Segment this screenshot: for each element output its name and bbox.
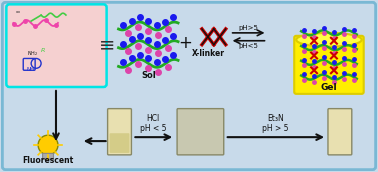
Text: Sol: Sol (141, 71, 156, 80)
FancyBboxPatch shape (328, 109, 352, 155)
Text: Et₃N
pH > 5: Et₃N pH > 5 (262, 114, 289, 133)
Text: Fluorescent: Fluorescent (22, 156, 74, 165)
FancyBboxPatch shape (294, 36, 364, 94)
FancyBboxPatch shape (2, 2, 376, 170)
FancyBboxPatch shape (43, 153, 54, 159)
FancyBboxPatch shape (110, 133, 129, 153)
FancyBboxPatch shape (108, 109, 132, 155)
Text: pH>5: pH>5 (239, 25, 259, 31)
Text: Gel: Gel (321, 83, 337, 92)
Text: X-linker: X-linker (191, 50, 225, 58)
Ellipse shape (296, 33, 362, 47)
Text: HCl
pH < 5: HCl pH < 5 (140, 114, 167, 133)
Text: ≡: ≡ (99, 35, 116, 54)
Text: pH<5: pH<5 (239, 43, 259, 49)
FancyBboxPatch shape (6, 4, 107, 87)
FancyBboxPatch shape (177, 109, 224, 155)
Text: NH: NH (26, 67, 34, 72)
Circle shape (38, 135, 58, 155)
Text: oo: oo (15, 10, 20, 14)
Text: NH$_2$: NH$_2$ (27, 50, 38, 58)
Text: R: R (41, 48, 45, 53)
Text: +: + (178, 34, 192, 52)
